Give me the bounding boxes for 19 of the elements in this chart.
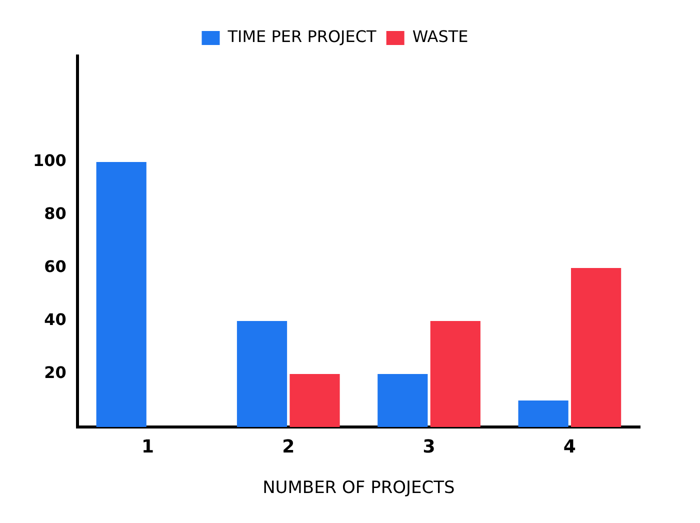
x-tick-label: 1 bbox=[141, 436, 154, 458]
bar bbox=[236, 321, 288, 427]
y-tick-label: 60 bbox=[44, 257, 66, 276]
bar bbox=[570, 268, 622, 427]
legend-label: TIME PER PROJECT bbox=[226, 27, 377, 46]
bar bbox=[378, 374, 428, 427]
x-tick-label: 3 bbox=[422, 436, 436, 458]
y-tick-label: 40 bbox=[44, 310, 66, 330]
x-tick-label: 4 bbox=[563, 436, 576, 458]
bar bbox=[290, 374, 340, 427]
bar bbox=[518, 400, 568, 427]
bar bbox=[96, 162, 146, 427]
y-tick-label: 100 bbox=[32, 151, 66, 170]
x-axis-title: NUMBER OF PROJECTS bbox=[262, 478, 455, 498]
bar bbox=[430, 321, 480, 427]
legend-label: WASTE bbox=[412, 27, 468, 46]
y-tick-label: 80 bbox=[44, 204, 66, 224]
y-tick-label: 20 bbox=[44, 363, 66, 382]
x-tick-label: 2 bbox=[282, 436, 295, 458]
